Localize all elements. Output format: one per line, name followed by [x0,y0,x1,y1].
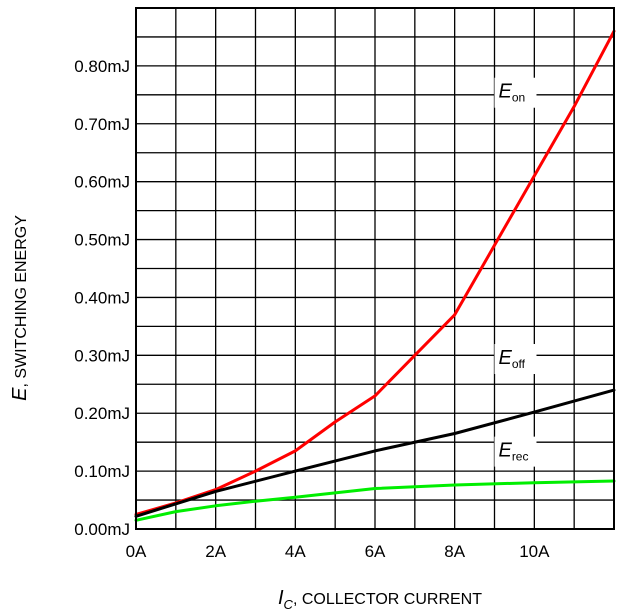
x-tick-label: 4A [285,542,306,561]
series-label-main: E [498,440,512,462]
y-tick-label: 0.20mJ [74,404,130,423]
series-label-main: E [498,347,512,369]
y-tick-label: 0.40mJ [74,288,130,307]
y-axis-symbol: E [9,387,31,401]
y-axis-text: , SWITCHING ENERGY [13,215,30,388]
series-line-eon [134,29,616,516]
x-tick-label: 8A [444,542,465,561]
series-label-main: E [498,81,512,103]
series-line-erec [134,479,616,522]
series-label-background [494,344,537,375]
series-label-sub: off [512,357,526,371]
plot-frame [135,7,615,530]
series-label-erec: Erec [498,440,528,464]
x-tick-label: 0A [126,542,147,561]
y-tick-label: 0.80mJ [74,57,130,76]
series-label-background [494,77,537,108]
y-tick-label: 0.70mJ [74,115,130,134]
series-layer [134,29,616,522]
x-tick-label: 6A [365,542,386,561]
y-tick-label: 0.60mJ [74,173,130,192]
x-axis-subscript: C [284,597,294,612]
series-line-eoff [134,388,616,518]
series-label-background [494,436,537,467]
x-tick-label: 10A [519,542,550,561]
x-tick-label: 2A [205,542,226,561]
series-label-eoff: Eoff [498,347,525,371]
x-axis-symbol: I [278,587,284,609]
series-label-sub: rec [512,450,529,464]
y-tick-label: 0.30mJ [74,346,130,365]
y-tick-label: 0.10mJ [74,462,130,481]
y-tick-label: 0.50mJ [74,231,130,250]
x-axis-text: , COLLECTOR CURRENT [293,591,482,608]
series-label-sub: on [512,91,525,105]
series-label-eon: Eon [498,81,525,105]
x-axis-title: IC, COLLECTOR CURRENT [278,587,482,612]
y-axis-title: E, SWITCHING ENERGY [9,215,31,401]
y-tick-label: 0.00mJ [74,520,130,539]
y-tick-labels: 0.00mJ 0.10mJ 0.20mJ 0.30mJ 0.40mJ 0.50mJ 0.60… [74,57,130,539]
x-tick-labels: 0A 2A 4A 6A 8A 10A [126,542,551,561]
